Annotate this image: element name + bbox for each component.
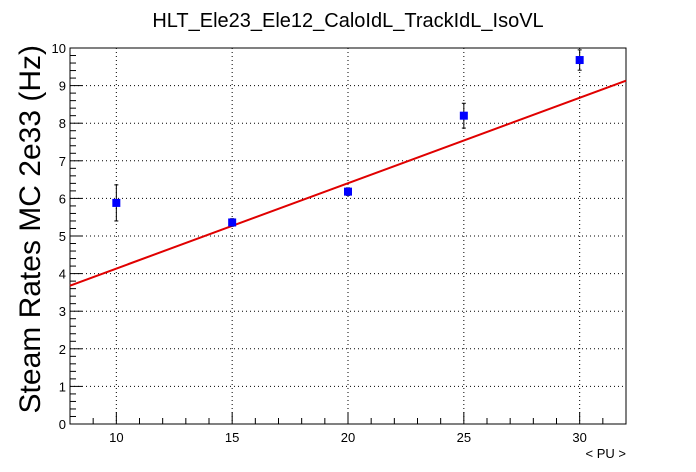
y-axis-label: Steam Rates MC 2e33 (Hz): [14, 45, 47, 413]
tick-labels: 10 15 20 25 30 0 1 2 3 4 5 6 7 8 9 10: [52, 41, 587, 445]
grid-lines: [70, 48, 626, 424]
y-tick-label: 10: [52, 41, 66, 56]
x-tick-label: 25: [457, 430, 471, 445]
data-point: [112, 198, 121, 207]
y-tick-label: 5: [59, 229, 66, 244]
y-tick-label: 3: [59, 304, 66, 319]
data-point: [228, 218, 237, 227]
y-tick-label: 7: [59, 154, 66, 169]
fit-line: [69, 79, 627, 287]
y-tick-label: 0: [59, 417, 66, 432]
x-tick-label: 10: [109, 430, 123, 445]
x-axis-label: < PU >: [586, 446, 626, 461]
y-tick-label: 8: [59, 116, 66, 131]
y-tick-label: 9: [59, 79, 66, 94]
x-tick-label: 20: [341, 430, 355, 445]
data-point: [575, 56, 584, 65]
data-series: [69, 49, 627, 287]
data-point: [459, 111, 468, 120]
x-tick-label: 15: [225, 430, 239, 445]
chart-title: HLT_Ele23_Ele12_CaloIdL_TrackIdL_IsoVL: [152, 10, 543, 32]
data-point: [344, 187, 352, 196]
y-tick-label: 6: [59, 191, 66, 206]
axis-ticks: [69, 47, 627, 425]
y-tick-label: 4: [59, 267, 66, 282]
y-tick-label: 1: [59, 379, 66, 394]
y-tick-label: 2: [59, 342, 66, 357]
x-tick-label: 30: [572, 430, 586, 445]
